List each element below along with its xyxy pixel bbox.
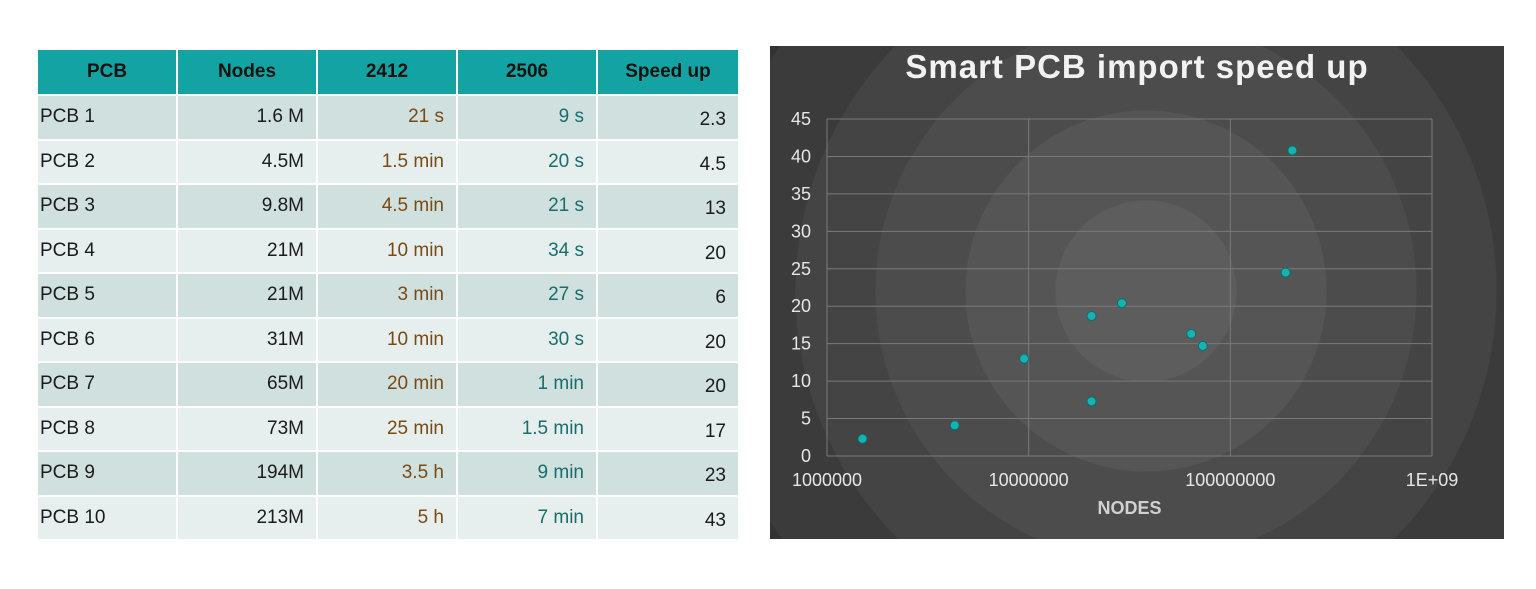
scatter-point [1186, 328, 1197, 339]
chart-plot: 0 5 10 15 20 25 30 35 40 45 1000000 10000000 1000000… [791, 109, 1459, 518]
time-2412-cell: 21 s [318, 96, 458, 141]
pcb-name-cell: PCB 4 [38, 229, 178, 274]
time-2506-cell: 21 s [458, 185, 598, 230]
scatter-point [1086, 310, 1097, 321]
table-row: PCB 4 21M 10 min 34 s 20 [38, 229, 738, 274]
nodes-cell: 1.6 M [178, 96, 318, 141]
x-tick-label: 10000000 [989, 470, 1069, 490]
y-tick-label: 40 [791, 146, 811, 166]
scatter-point [949, 420, 960, 431]
pcb-name-cell: PCB 5 [38, 274, 178, 319]
y-tick-label: 20 [791, 296, 811, 316]
table-row: PCB 7 65M 20 min 1 min 20 [38, 363, 738, 408]
table-row: PCB 3 9.8M 4.5 min 21 s 13 [38, 185, 738, 230]
x-tick-label: 100000000 [1185, 470, 1275, 490]
nodes-cell: 21M [178, 274, 318, 319]
y-tick-label: 5 [801, 409, 811, 429]
time-2506-cell: 1.5 min [458, 407, 598, 452]
y-tick-label: 0 [801, 446, 811, 466]
pcb-name-cell: PCB 2 [38, 140, 178, 185]
speedup-cell: 4.5 [598, 140, 738, 185]
time-2506-cell: 20 s [458, 140, 598, 185]
time-2506-cell: 34 s [458, 229, 598, 274]
scatter-point [857, 433, 868, 444]
time-2412-cell: 10 min [318, 318, 458, 363]
header-nodes: Nodes [178, 50, 318, 96]
speedup-cell: 13 [598, 185, 738, 230]
scatter-point [1019, 353, 1030, 364]
header-speed-up: Speed up [598, 50, 738, 96]
time-2412-cell: 3.5 h [318, 452, 458, 497]
nodes-cell: 31M [178, 318, 318, 363]
time-2506-cell: 30 s [458, 318, 598, 363]
pcb-name-cell: PCB 6 [38, 318, 178, 363]
y-tick-label: 10 [791, 371, 811, 391]
speedup-cell: 20 [598, 318, 738, 363]
time-2506-cell: 9 s [458, 96, 598, 141]
table-row: PCB 8 73M 25 min 1.5 min 17 [38, 407, 738, 452]
x-tick-label: 1000000 [792, 470, 862, 490]
speedup-cell: 20 [598, 229, 738, 274]
time-2412-cell: 5 h [318, 496, 458, 541]
y-tick-label: 45 [791, 109, 811, 129]
time-2412-cell: 1.5 min [318, 140, 458, 185]
time-2506-cell: 1 min [458, 363, 598, 408]
pcb-name-cell: PCB 7 [38, 363, 178, 408]
time-2506-cell: 9 min [458, 452, 598, 497]
nodes-cell: 65M [178, 363, 318, 408]
time-2506-cell: 27 s [458, 274, 598, 319]
nodes-cell: 73M [178, 407, 318, 452]
speedup-cell: 23 [598, 452, 738, 497]
nodes-cell: 21M [178, 229, 318, 274]
header-2506: 2506 [458, 50, 598, 96]
nodes-cell: 4.5M [178, 140, 318, 185]
pcb-name-cell: PCB 8 [38, 407, 178, 452]
scatter-point [1287, 145, 1298, 156]
scatter-point [1280, 267, 1291, 278]
y-tick-label: 35 [791, 184, 811, 204]
speedup-scatter-chart: Smart PCB import speed up 0 5 10 15 20 25 30 35… [770, 46, 1504, 539]
speedup-cell: 2.3 [598, 96, 738, 141]
table-row: PCB 2 4.5M 1.5 min 20 s 4.5 [38, 140, 738, 185]
x-tick-label: 1E+09 [1406, 470, 1459, 490]
nodes-cell: 194M [178, 452, 318, 497]
time-2412-cell: 20 min [318, 363, 458, 408]
time-2412-cell: 10 min [318, 229, 458, 274]
chart-title: Smart PCB import speed up [905, 48, 1369, 85]
pcb-name-cell: PCB 10 [38, 496, 178, 541]
time-2412-cell: 4.5 min [318, 185, 458, 230]
speedup-cell: 17 [598, 407, 738, 452]
y-tick-label: 15 [791, 334, 811, 354]
header-2412: 2412 [318, 50, 458, 96]
table-header-row: PCB Nodes 2412 2506 Speed up [38, 50, 738, 96]
speedup-cell: 6 [598, 274, 738, 319]
pcb-name-cell: PCB 9 [38, 452, 178, 497]
nodes-cell: 9.8M [178, 185, 318, 230]
nodes-cell: 213M [178, 496, 318, 541]
x-axis-title: NODES [1097, 498, 1161, 518]
speedup-cell: 20 [598, 363, 738, 408]
scatter-point [1086, 396, 1097, 407]
y-tick-label: 25 [791, 259, 811, 279]
pcb-name-cell: PCB 3 [38, 185, 178, 230]
scatter-point [1116, 298, 1127, 309]
speedup-cell: 43 [598, 496, 738, 541]
y-tick-label: 30 [791, 221, 811, 241]
time-2412-cell: 25 min [318, 407, 458, 452]
table-row: PCB 6 31M 10 min 30 s 20 [38, 318, 738, 363]
pcb-name-cell: PCB 1 [38, 96, 178, 141]
header-pcb: PCB [38, 50, 178, 96]
time-2506-cell: 7 min [458, 496, 598, 541]
scatter-point [1197, 340, 1208, 351]
time-2412-cell: 3 min [318, 274, 458, 319]
